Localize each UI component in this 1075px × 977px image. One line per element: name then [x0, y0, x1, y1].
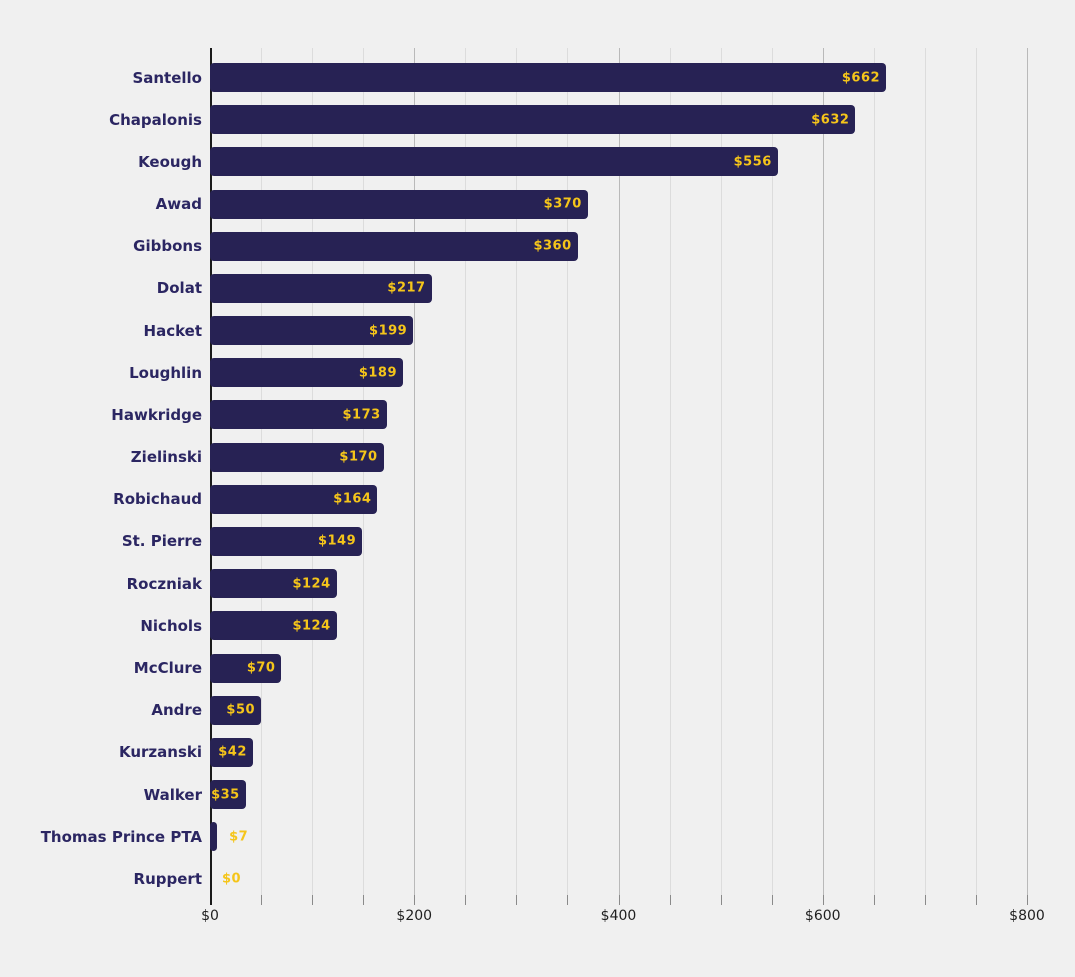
category-label: Thomas Prince PTA: [40, 827, 202, 846]
value-label: $164: [333, 491, 372, 507]
value-label: $632: [811, 112, 850, 128]
gridline: [363, 48, 365, 905]
value-label: $35: [211, 787, 240, 803]
x-axis-tick-label: $200: [396, 908, 433, 924]
value-label: $170: [339, 449, 378, 465]
category-label: Gibbons: [133, 237, 202, 256]
bar: [210, 442, 384, 472]
bar: [210, 273, 432, 303]
category-label: McClure: [133, 659, 202, 678]
value-label: $189: [358, 365, 398, 381]
x-axis-tick-mark: [516, 895, 518, 905]
gridline: [720, 48, 722, 905]
value-label: $370: [543, 196, 582, 212]
gridline: [465, 48, 467, 905]
x-axis-tick-mark: [567, 895, 569, 905]
category-label: Robichaud: [113, 490, 202, 509]
x-axis-tick-mark: [669, 895, 671, 905]
bar: [210, 400, 387, 430]
x-axis-tick-mark: [465, 895, 467, 905]
x-axis-tick-mark: [975, 895, 977, 905]
x-axis-tick-mark: [1027, 895, 1028, 905]
category-label: Hawkridge: [111, 405, 202, 424]
x-axis-tick-mark: [720, 895, 722, 905]
bar: [210, 695, 262, 725]
category-label: Andre: [151, 701, 202, 720]
gridline: [414, 48, 416, 905]
value-label: $199: [369, 323, 408, 339]
value-label: $662: [841, 70, 881, 85]
bar: [210, 611, 337, 641]
x-axis-tick-mark: [261, 895, 263, 905]
gridline: [312, 48, 314, 905]
value-label: $124: [292, 576, 331, 592]
x-axis-tick-mark: [312, 895, 314, 905]
x-axis-tick-mark: [618, 895, 620, 905]
gridline: [771, 48, 773, 905]
value-label: $217: [387, 280, 426, 296]
x-axis-tick-mark: [771, 895, 773, 905]
x-axis-tick-mark: [363, 895, 365, 905]
category-label: Awad: [155, 195, 202, 214]
bar: [210, 569, 337, 599]
bar: [210, 231, 578, 261]
x-axis-tick-label: $600: [804, 908, 841, 924]
category-label: Hacket: [143, 321, 202, 340]
bar: [210, 189, 588, 219]
gridline: [822, 48, 824, 905]
bar: [210, 526, 363, 556]
category-label: Kurzanski: [118, 743, 202, 762]
gridline: [618, 48, 620, 905]
category-label: Dolat: [156, 279, 202, 298]
category-label: Walker: [143, 785, 202, 804]
bar: [210, 653, 282, 683]
x-axis-tick-mark: [873, 895, 875, 905]
bar: [210, 484, 378, 514]
value-label: $124: [292, 618, 331, 634]
category-label: Keough: [138, 152, 202, 171]
value-label: $70: [246, 660, 276, 676]
gridline: [873, 48, 875, 905]
category-label: Ruppert: [133, 869, 202, 888]
x-axis-tick-label: $0: [201, 908, 219, 924]
gridline: [567, 48, 569, 905]
gridline: [924, 48, 926, 905]
category-label: Santello: [132, 68, 202, 87]
value-label: $7: [229, 829, 249, 845]
value-label: $0: [222, 871, 242, 887]
bar: [210, 316, 414, 346]
x-axis-tick-label: $400: [600, 908, 637, 924]
y-axis-line: [210, 48, 212, 905]
value-label: $556: [733, 154, 772, 170]
x-axis-tick-label: $800: [1009, 908, 1045, 924]
value-label: $42: [218, 744, 247, 760]
x-axis-tick-mark: [924, 895, 926, 905]
bar: [210, 147, 778, 177]
category-label: Zielinski: [130, 448, 202, 467]
value-label: $50: [226, 702, 256, 718]
category-label: Roczniak: [126, 574, 202, 593]
gridline: [261, 48, 263, 905]
bar: [210, 63, 887, 92]
bar: [210, 822, 218, 852]
category-label: St. Pierre: [121, 532, 202, 551]
bar: [210, 737, 253, 767]
x-axis-tick-mark: [822, 895, 824, 905]
gridline: [669, 48, 671, 905]
category-label: Nichols: [140, 616, 202, 635]
value-label: $173: [342, 407, 381, 423]
bar: [210, 358, 404, 388]
category-label: Loughlin: [129, 363, 202, 382]
bar: [210, 105, 856, 135]
x-axis-tick-mark: [414, 895, 416, 905]
category-label: Chapalonis: [109, 110, 202, 129]
value-label: $149: [317, 533, 357, 549]
gridline: [975, 48, 977, 905]
gridline: [516, 48, 518, 905]
gridline: [1027, 48, 1028, 905]
bar: [210, 780, 246, 810]
value-label: $360: [533, 238, 572, 254]
